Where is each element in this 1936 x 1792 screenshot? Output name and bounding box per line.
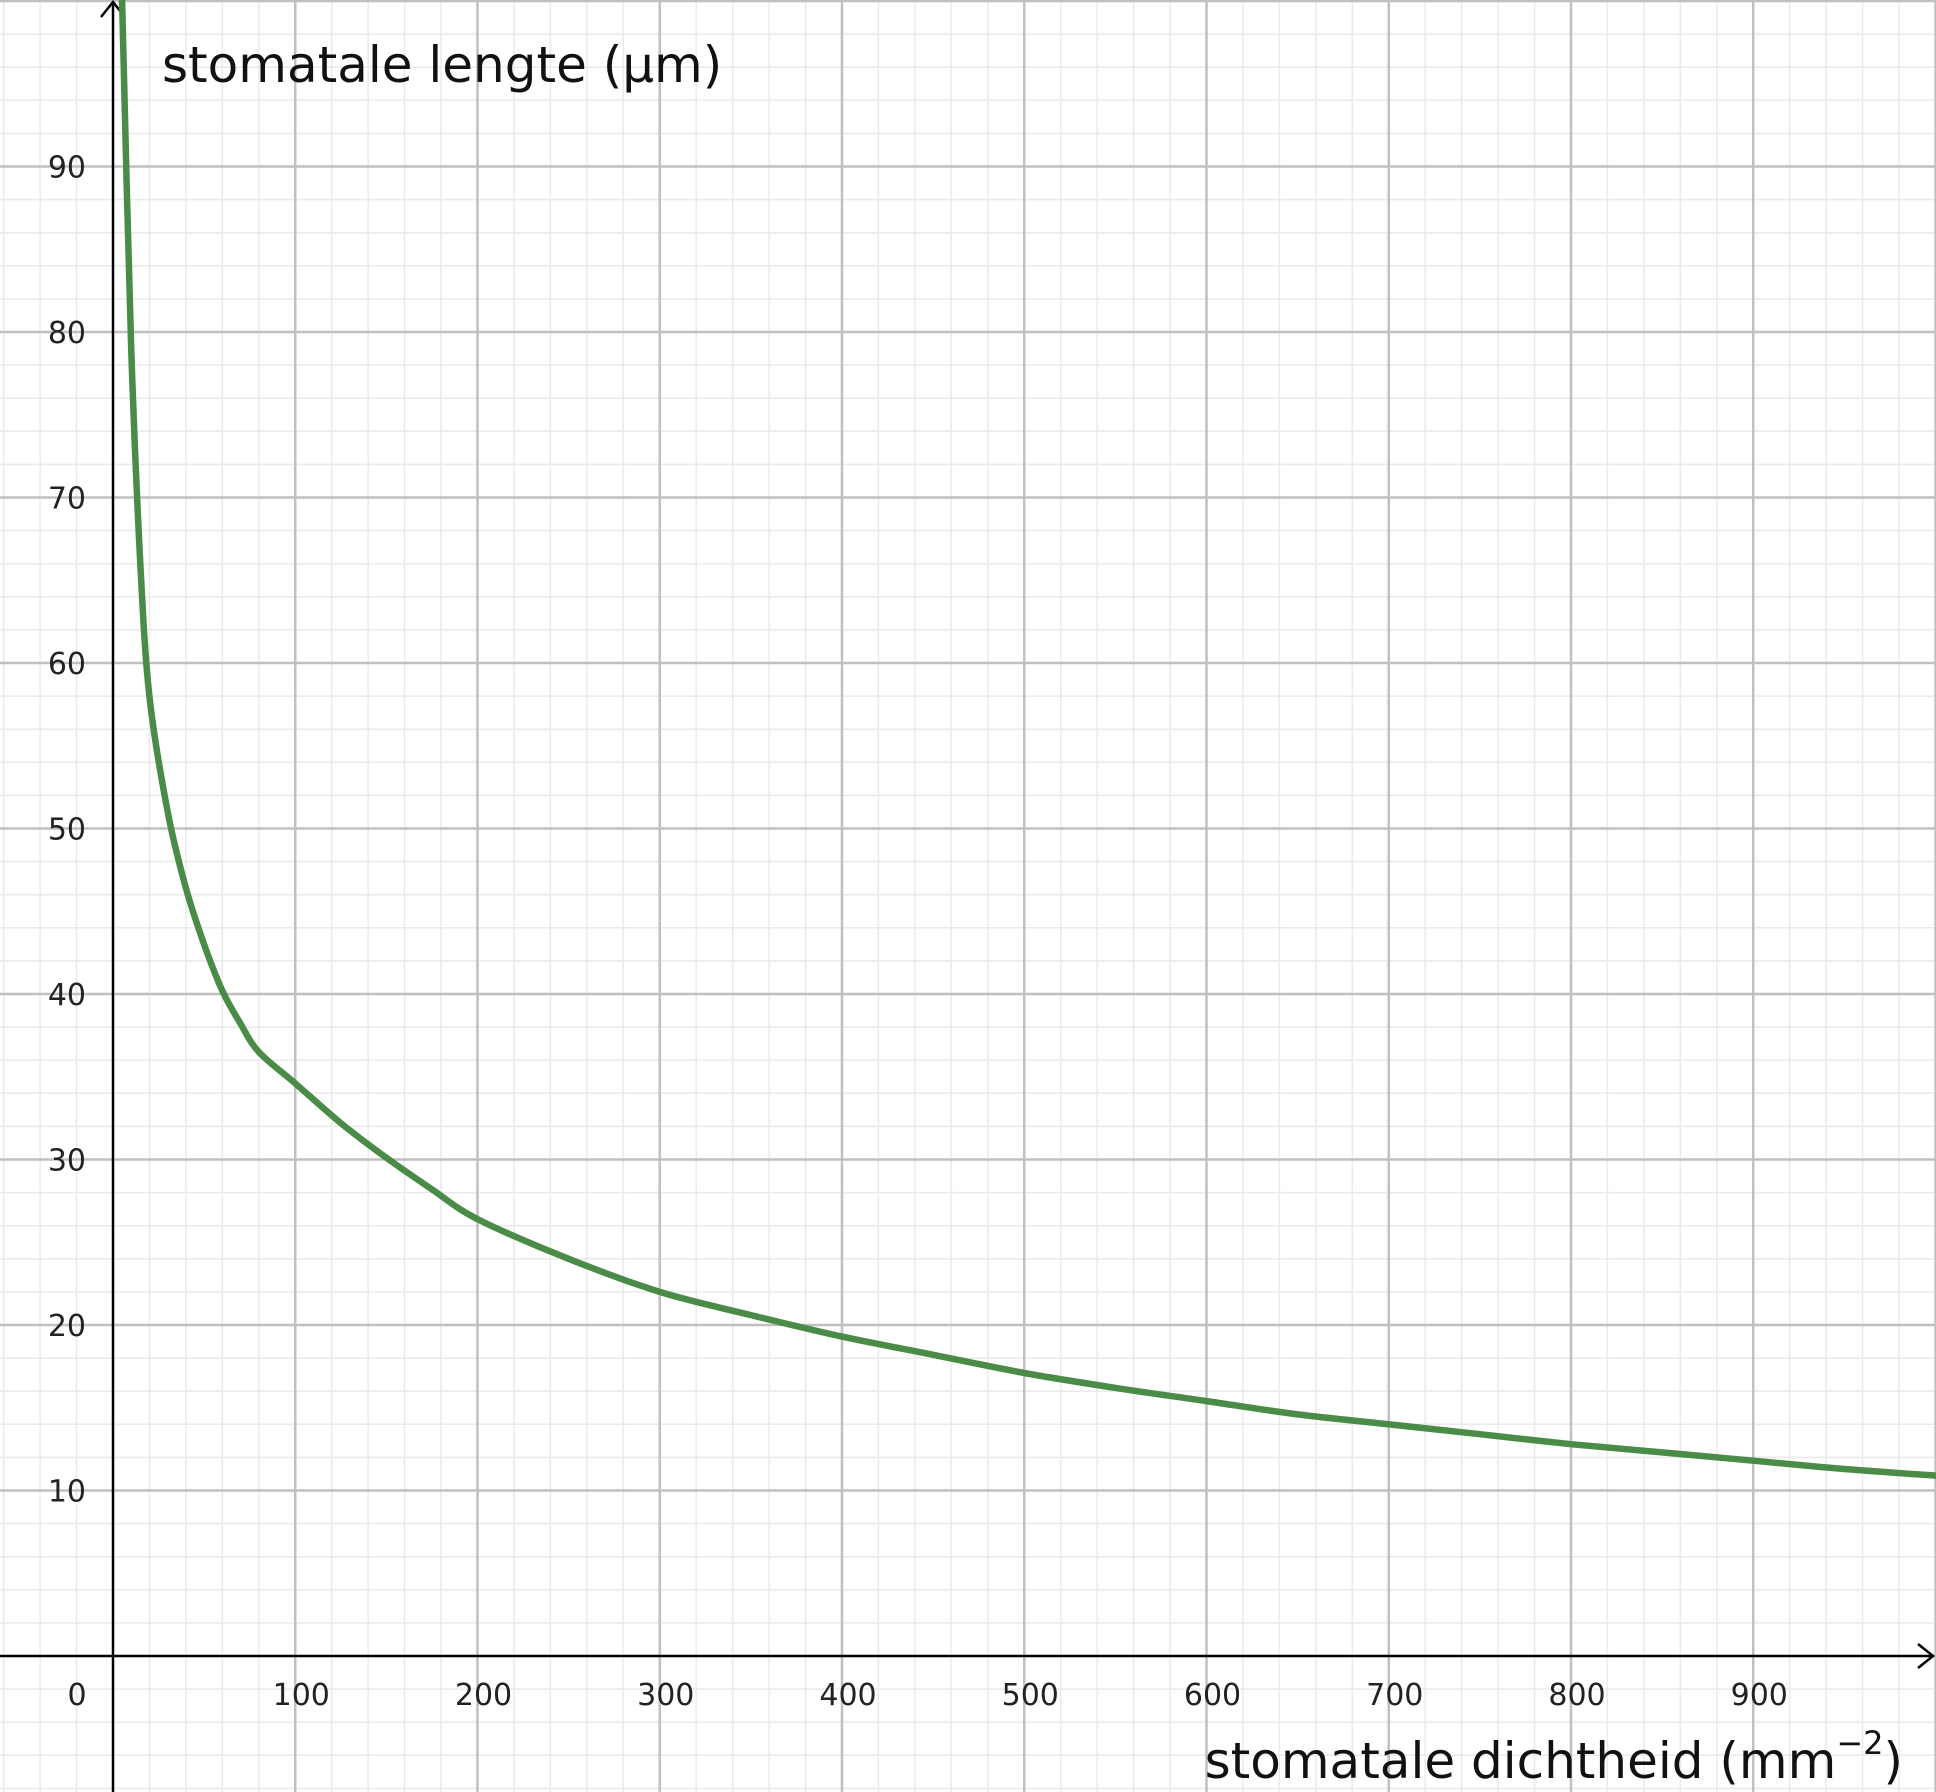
y-tick-label: 30 (48, 1144, 86, 1179)
y-tick-labels: 10 20 30 40 50 60 70 80 90 (48, 151, 86, 1510)
series (118, 0, 1936, 1479)
y-tick-label: 50 (48, 813, 86, 848)
x-tick-label: 400 (819, 1678, 876, 1713)
x-tick-label: 700 (1366, 1678, 1423, 1713)
x-axis-arrow (1917, 1643, 1936, 1669)
x-axis-title-sup: −2 (1836, 1724, 1883, 1762)
x-tick-label: 900 (1731, 1678, 1788, 1713)
y-tick-label: 80 (48, 316, 86, 351)
x-tick-labels: 0 100 200 300 400 500 600 700 800 900 (67, 1678, 1787, 1713)
y-axis-title: stomatale lengte (μm) (162, 36, 722, 94)
x-axis-title-close: ) (1883, 1732, 1903, 1790)
x-tick-label: 600 (1184, 1678, 1241, 1713)
y-tick-label: 20 (48, 1309, 86, 1344)
x-tick-label: 800 (1548, 1678, 1605, 1713)
x-tick-label: 500 (1002, 1678, 1059, 1713)
y-tick-label: 70 (48, 482, 86, 517)
series-line (118, 0, 1936, 1479)
y-tick-label: 40 (48, 978, 86, 1013)
x-tick-label: 100 (273, 1678, 330, 1713)
x-tick-label: 300 (637, 1678, 694, 1713)
x-axis-title-main: stomatale dichtheid (mm (1205, 1732, 1837, 1790)
x-tick-label: 0 (67, 1678, 86, 1713)
y-tick-label: 90 (48, 151, 86, 186)
y-tick-label: 60 (48, 647, 86, 682)
x-axis-title: stomatale dichtheid (mm−2) (1205, 1724, 1903, 1790)
y-tick-label: 10 (48, 1475, 86, 1510)
x-tick-label: 200 (455, 1678, 512, 1713)
